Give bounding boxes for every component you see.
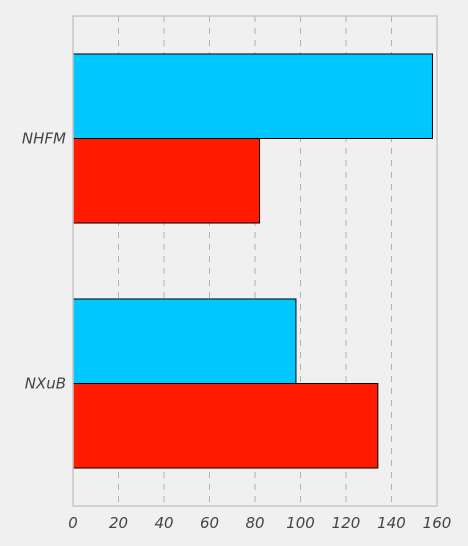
y-tick-labels: NHFM NXuB xyxy=(22,130,66,393)
x-tick-labels: 0 20 40 60 80 100 120 140 160 xyxy=(68,514,451,532)
x-tick-label: 60 xyxy=(200,514,219,532)
bar-nxub-series-2 xyxy=(72,383,379,469)
bar-nhfm-series-1 xyxy=(72,53,433,139)
y-tick-label: NHFM xyxy=(22,130,66,148)
x-tick-label: 0 xyxy=(68,514,78,532)
x-tick-label: 80 xyxy=(245,514,264,532)
y-tick-label: NXuB xyxy=(25,375,66,393)
plot-frame xyxy=(72,15,438,507)
bars-layer xyxy=(72,53,433,469)
x-tick-label: 120 xyxy=(332,514,361,532)
x-tick-label: 140 xyxy=(377,514,406,532)
x-tick-label: 40 xyxy=(154,514,173,532)
bar-nhfm-series-2 xyxy=(72,138,261,224)
x-tick-label: 100 xyxy=(286,514,315,532)
bar-nxub-series-1 xyxy=(72,298,297,385)
x-tick-label: 20 xyxy=(109,514,128,532)
x-tick-label: 160 xyxy=(423,514,452,532)
